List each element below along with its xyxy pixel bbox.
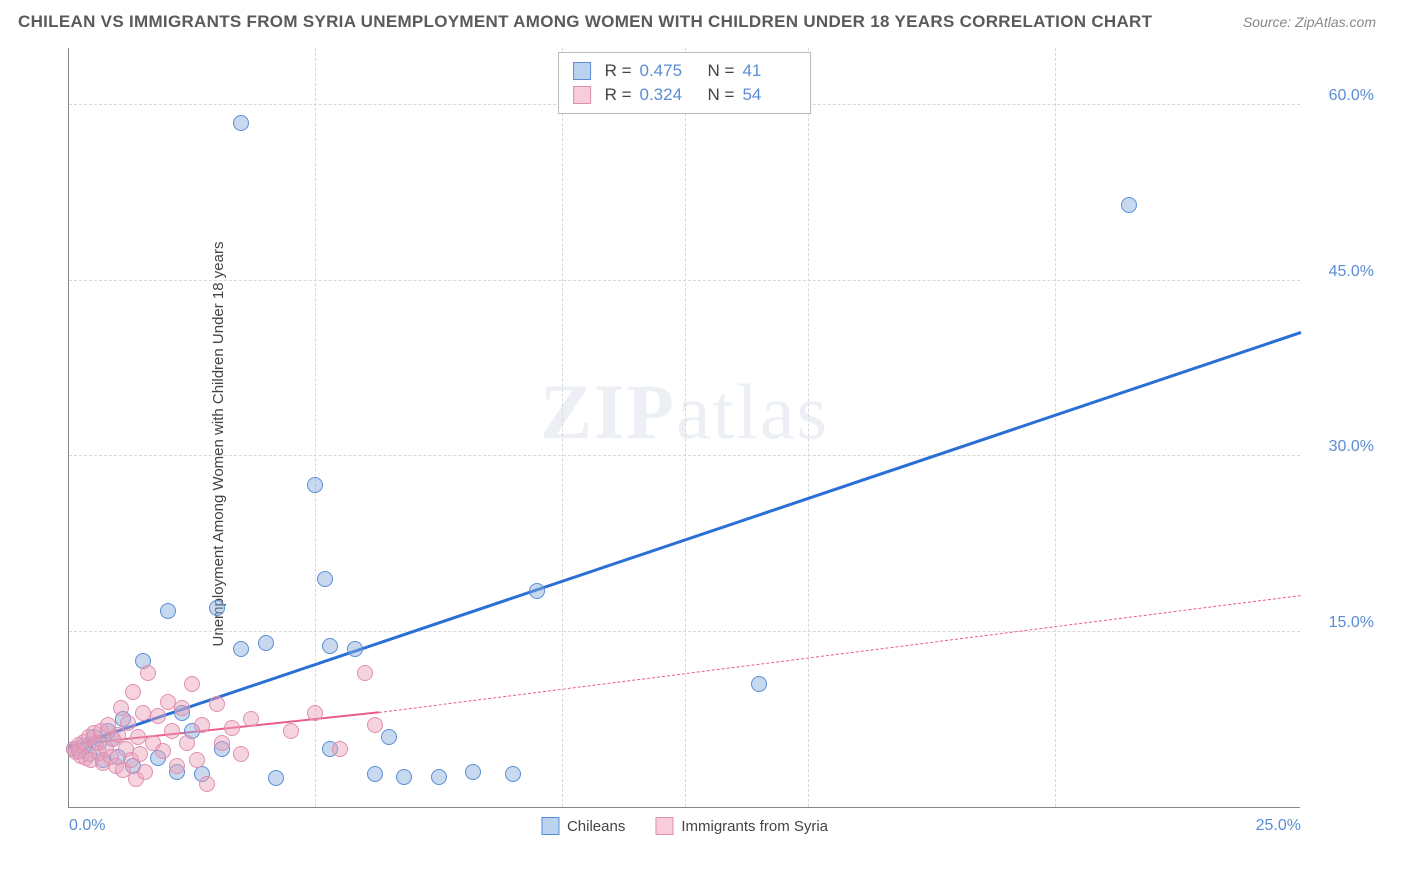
data-point (233, 115, 249, 131)
legend-label-chileans: Chileans (567, 818, 625, 835)
data-point (169, 758, 185, 774)
swatch-syria (573, 86, 591, 104)
r-label-0: R = (605, 61, 632, 81)
stats-legend: R = 0.475 N = 41 R = 0.324 N = 54 (558, 52, 812, 114)
x-tick-label: 25.0% (1256, 817, 1301, 835)
data-point (381, 729, 397, 745)
data-point (209, 600, 225, 616)
chart-area: Unemployment Among Women with Children U… (60, 48, 1380, 840)
data-point (367, 766, 383, 782)
series-legend: Chileans Immigrants from Syria (541, 817, 828, 835)
data-point (160, 603, 176, 619)
r-value-1: 0.324 (640, 85, 694, 105)
n-value-1: 54 (742, 85, 796, 105)
data-point (224, 720, 240, 736)
stats-row-chileans: R = 0.475 N = 41 (573, 59, 797, 83)
data-point (130, 729, 146, 745)
data-point (164, 723, 180, 739)
data-point (283, 723, 299, 739)
data-point (214, 735, 230, 751)
data-point (396, 769, 412, 785)
n-label-0: N = (708, 61, 735, 81)
data-point (209, 696, 225, 712)
y-tick-label: 45.0% (1329, 263, 1374, 281)
data-point (174, 700, 190, 716)
data-point (233, 746, 249, 762)
data-point (317, 571, 333, 587)
data-point (258, 635, 274, 651)
data-point (243, 711, 259, 727)
data-point (233, 641, 249, 657)
watermark-zip: ZIP (540, 368, 676, 455)
plot-region: ZIPatlas R = 0.475 N = 41 R = 0.324 N = … (68, 48, 1300, 808)
data-point (179, 735, 195, 751)
data-point (125, 684, 141, 700)
y-tick-label: 30.0% (1329, 438, 1374, 456)
data-point (322, 638, 338, 654)
n-label-1: N = (708, 85, 735, 105)
r-value-0: 0.475 (640, 61, 694, 81)
data-point (505, 766, 521, 782)
data-point (1121, 197, 1137, 213)
data-point (465, 764, 481, 780)
n-value-0: 41 (742, 61, 796, 81)
data-point (184, 676, 200, 692)
y-tick-label: 15.0% (1329, 614, 1374, 632)
data-point (332, 741, 348, 757)
data-point (357, 665, 373, 681)
data-point (307, 477, 323, 493)
legend-swatch-chileans (541, 817, 559, 835)
data-point (268, 770, 284, 786)
data-point (751, 676, 767, 692)
data-point (135, 705, 151, 721)
gridline-vertical (315, 48, 316, 807)
data-point (132, 746, 148, 762)
legend-label-syria: Immigrants from Syria (681, 818, 828, 835)
legend-item-chileans: Chileans (541, 817, 625, 835)
stats-row-syria: R = 0.324 N = 54 (573, 83, 797, 107)
data-point (140, 665, 156, 681)
data-point (347, 641, 363, 657)
gridline-vertical (685, 48, 686, 807)
data-point (155, 743, 171, 759)
legend-item-syria: Immigrants from Syria (655, 817, 828, 835)
trend-line (379, 596, 1301, 714)
gridline-vertical (808, 48, 809, 807)
data-point (307, 705, 323, 721)
data-point (199, 776, 215, 792)
data-point (120, 715, 136, 731)
data-point (189, 752, 205, 768)
legend-swatch-syria (655, 817, 673, 835)
data-point (113, 700, 129, 716)
data-point (529, 583, 545, 599)
chart-title: CHILEAN VS IMMIGRANTS FROM SYRIA UNEMPLO… (18, 12, 1152, 32)
data-point (431, 769, 447, 785)
swatch-chileans (573, 62, 591, 80)
gridline-vertical (562, 48, 563, 807)
data-point (194, 717, 210, 733)
data-point (150, 708, 166, 724)
data-point (367, 717, 383, 733)
data-point (137, 764, 153, 780)
watermark-atlas: atlas (676, 368, 829, 455)
gridline-vertical (1055, 48, 1056, 807)
data-point (160, 694, 176, 710)
y-tick-label: 60.0% (1329, 87, 1374, 105)
source-label: Source: ZipAtlas.com (1243, 14, 1376, 30)
x-tick-label: 0.0% (69, 817, 105, 835)
r-label-1: R = (605, 85, 632, 105)
